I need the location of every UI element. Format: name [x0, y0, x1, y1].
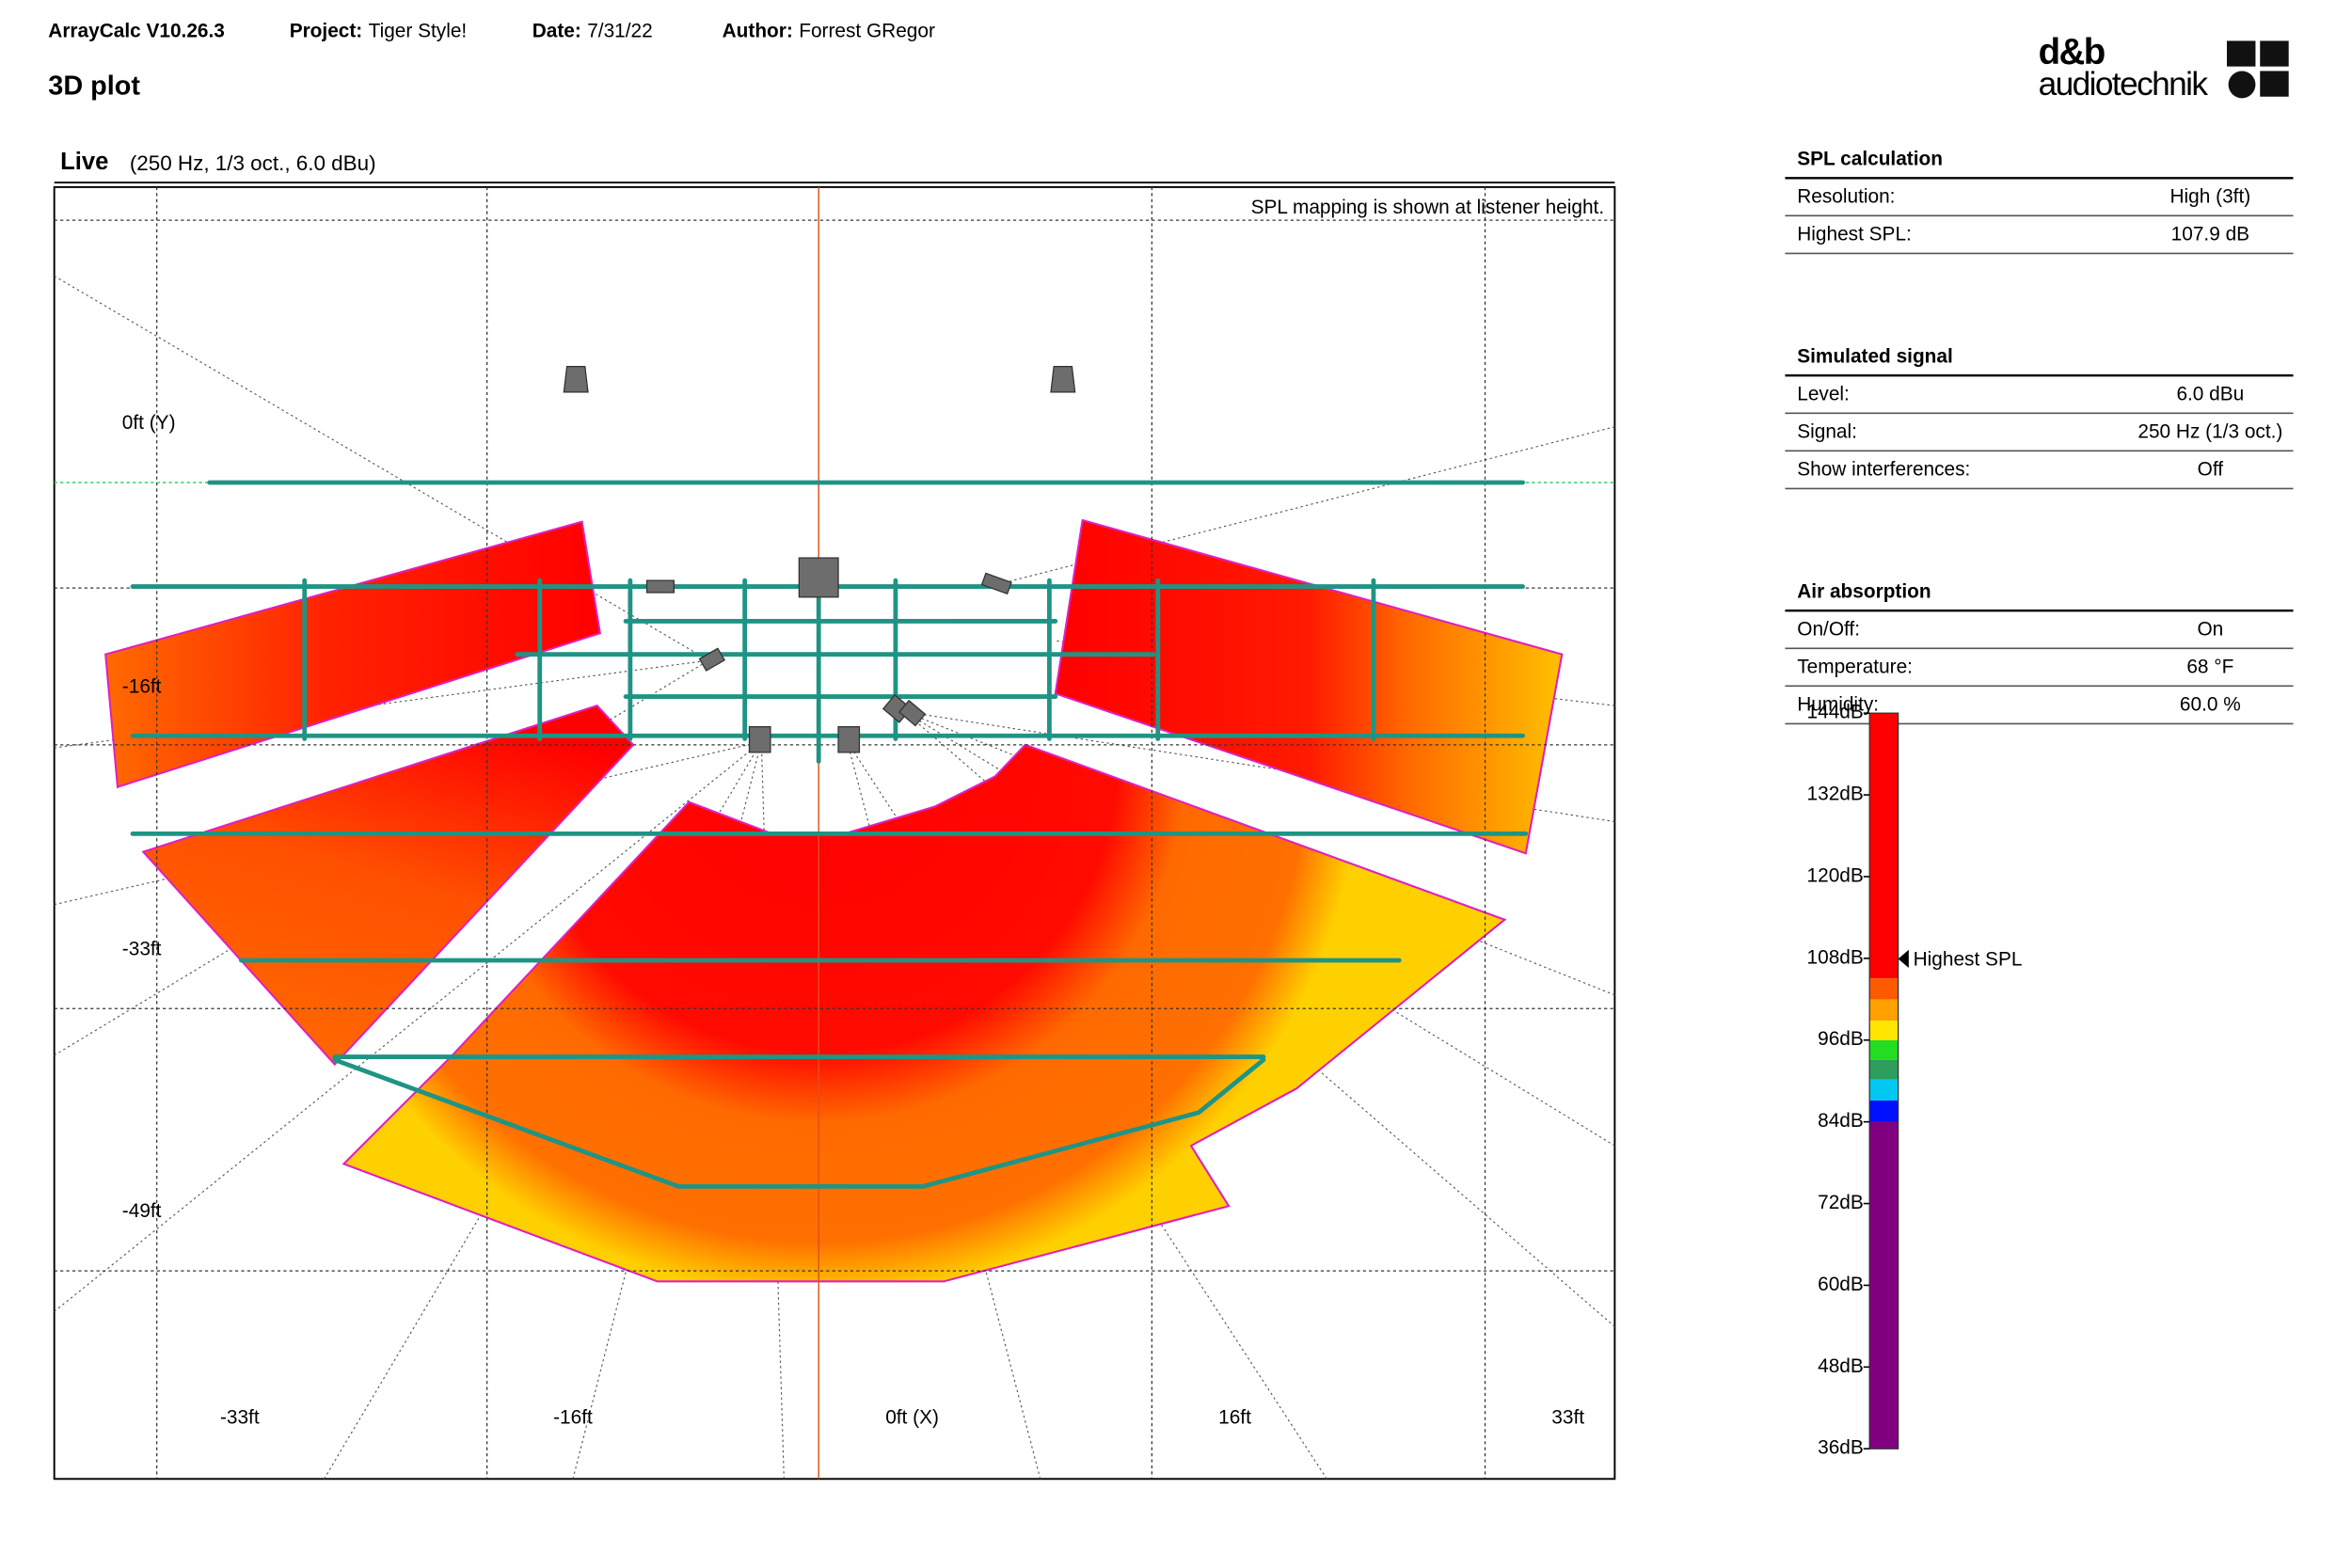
section-title: Air absorption — [1797, 580, 1931, 602]
x-axis-label: -33ft — [220, 1407, 260, 1429]
row-value: 107.9 dB — [2171, 224, 2249, 245]
view-params: (250 Hz, 1/3 oct., 6.0 dBu) — [130, 151, 376, 175]
row-value: 250 Hz (1/3 oct.) — [2137, 421, 2282, 443]
logo-text: audiotechnik — [2039, 66, 2209, 103]
scale-label: 120dB — [1807, 864, 1864, 886]
field-value: 7/31/22 — [587, 20, 653, 41]
scale-label: 96dB — [1818, 1028, 1864, 1050]
marker-label: Highest SPL — [1914, 949, 2023, 971]
marker-arrow — [1898, 949, 1909, 969]
logo: d&b audiotechnik — [2039, 32, 2289, 103]
section-title: SPL calculation — [1797, 149, 1943, 170]
row-value: High (3ft) — [2170, 186, 2251, 208]
y-axis-labels: 0ft (Y) -16ft -33ft -49ft — [122, 412, 176, 1222]
y-axis-label: 0ft (Y) — [122, 412, 176, 434]
scale-label: 84dB — [1818, 1110, 1864, 1132]
row-label: Temperature: — [1797, 657, 1913, 678]
row-value: Off — [2198, 459, 2224, 481]
logo-square — [2260, 40, 2289, 67]
plot-note: SPL mapping is shown at listener height. — [1251, 197, 1605, 218]
color-scale: Highest SPL 144dB 132dB 120dB 108dB 96dB 84dB… — [1807, 702, 2023, 1459]
row-value: On — [2197, 619, 2223, 641]
scale-labels: 144dB 132dB 120dB 108dB 96dB 84dB 72dB 60dB 48dB… — [1807, 702, 1870, 1459]
plot: SPL mapping is shown at listener height.… — [53, 185, 1616, 1481]
scale-label: 60dB — [1818, 1274, 1864, 1295]
scale-label: 48dB — [1818, 1355, 1864, 1377]
row-label: Signal: — [1797, 421, 1857, 443]
logo-circle — [2228, 71, 2256, 99]
field-value: Forrest GRegor — [799, 20, 935, 41]
app-name: ArrayCalc V10.26.3 — [48, 20, 225, 41]
y-axis-label: -33ft — [122, 938, 162, 959]
row-label: Highest SPL: — [1797, 224, 1912, 245]
section-title: Simulated signal — [1797, 345, 1953, 367]
x-axis-labels: -33ft -16ft 0ft (X) 16ft 33ft — [220, 1407, 1584, 1429]
row-label: Resolution: — [1797, 186, 1895, 208]
row-label: Humidity: — [1797, 694, 1879, 716]
x-axis-label: 16ft — [1218, 1407, 1251, 1429]
row-label: Level: — [1797, 384, 1850, 405]
header-fields: Project: Tiger Style! Date: 7/31/22 Author: F… — [290, 20, 935, 41]
scale-label: 132dB — [1807, 784, 1864, 805]
scale-label: 36dB — [1818, 1437, 1864, 1459]
field-label: Author: — [723, 20, 793, 41]
speakers — [563, 365, 1076, 753]
view-title: Live — [60, 149, 108, 175]
x-axis-label: 0ft (X) — [885, 1407, 939, 1429]
row-value: 60.0 % — [2180, 694, 2241, 716]
row-label: Show interferences: — [1797, 459, 1970, 481]
scale-label: 72dB — [1818, 1192, 1864, 1213]
spl-zone — [1054, 518, 1564, 855]
field-label: Project: — [290, 20, 363, 41]
x-axis-label: 33ft — [1551, 1407, 1584, 1429]
y-axis-label: -16ft — [122, 675, 162, 697]
field-label: Date: — [532, 20, 581, 41]
row-label: On/Off: — [1797, 619, 1860, 641]
x-axis-label: -16ft — [553, 1407, 593, 1429]
row-value: 68 °F — [2186, 657, 2233, 678]
spl-zone — [342, 743, 1507, 1283]
logo-text: d&b — [2039, 32, 2105, 72]
row-value: 6.0 dBu — [2176, 384, 2244, 405]
field-value: Tiger Style! — [369, 20, 468, 41]
logo-square — [2260, 71, 2289, 97]
page-title: 3D plot — [48, 71, 140, 102]
scale-label: 108dB — [1807, 946, 1864, 968]
y-axis-label: -49ft — [122, 1200, 162, 1222]
info-panel: SPL calculation Resolution: High (3ft) High… — [1785, 149, 2294, 725]
logo-square — [2226, 40, 2256, 67]
scale-label: 144dB — [1807, 702, 1864, 723]
